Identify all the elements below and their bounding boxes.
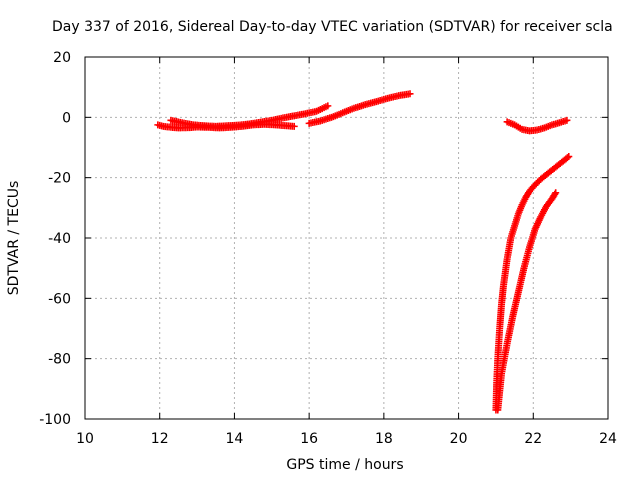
y-tick-label: -60 — [48, 291, 71, 307]
data-point — [563, 116, 571, 124]
data-point — [324, 102, 332, 110]
data-series-4 — [503, 116, 571, 135]
data-series-5 — [492, 153, 573, 414]
chart-title: Day 337 of 2016, Sidereal Day-to-day VTE… — [52, 19, 613, 35]
data-series-3 — [305, 90, 414, 127]
data-point — [563, 154, 571, 162]
data-point — [552, 189, 560, 197]
x-tick-label: 24 — [599, 431, 617, 447]
x-tick-label: 22 — [524, 431, 542, 447]
data-point — [565, 153, 573, 161]
x-tick-label: 20 — [450, 431, 468, 447]
y-tick-label: -100 — [39, 412, 71, 428]
x-tick-label: 18 — [375, 431, 393, 447]
x-axis-label: GPS time / hours — [286, 457, 404, 473]
y-tick-label: 20 — [53, 50, 71, 66]
x-tick-label: 14 — [226, 431, 244, 447]
y-tick-label: -40 — [48, 231, 71, 247]
data-point — [551, 190, 559, 198]
data-point — [406, 90, 414, 98]
plot-frame — [84, 56, 609, 420]
y-tick-label: -20 — [48, 171, 71, 187]
y-tick-label: -80 — [48, 352, 71, 368]
y-tick-label: 0 — [62, 110, 71, 126]
data-point — [290, 122, 298, 130]
x-tick-label: 10 — [76, 431, 94, 447]
x-tick-label: 12 — [151, 431, 169, 447]
data-series-2 — [167, 102, 332, 130]
x-tick-label: 16 — [300, 431, 318, 447]
data-series-6 — [494, 189, 560, 414]
